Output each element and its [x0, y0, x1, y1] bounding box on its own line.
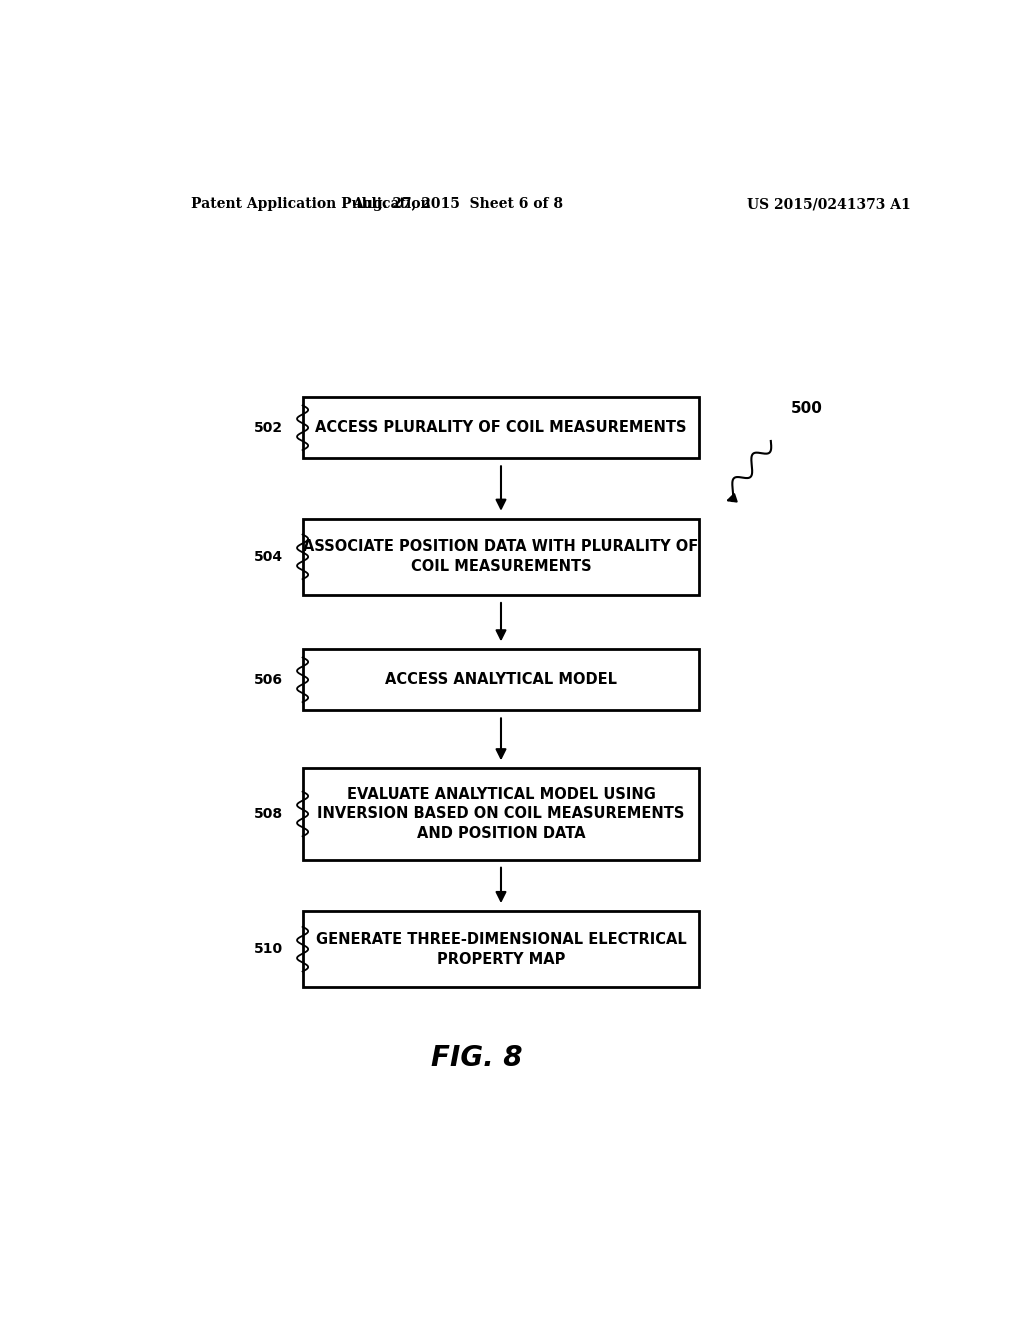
Text: EVALUATE ANALYTICAL MODEL USING
INVERSION BASED ON COIL MEASUREMENTS
AND POSITIO: EVALUATE ANALYTICAL MODEL USING INVERSIO… — [317, 787, 685, 841]
Text: 506: 506 — [254, 673, 283, 686]
Text: 504: 504 — [254, 550, 283, 564]
FancyBboxPatch shape — [303, 397, 699, 458]
Text: US 2015/0241373 A1: US 2015/0241373 A1 — [748, 197, 910, 211]
Text: 510: 510 — [254, 942, 283, 956]
Text: 502: 502 — [254, 421, 283, 434]
FancyBboxPatch shape — [303, 911, 699, 987]
FancyBboxPatch shape — [303, 768, 699, 859]
Text: FIG. 8: FIG. 8 — [431, 1044, 523, 1072]
Text: Aug. 27, 2015  Sheet 6 of 8: Aug. 27, 2015 Sheet 6 of 8 — [352, 197, 563, 211]
Text: 508: 508 — [254, 807, 283, 821]
Text: ASSOCIATE POSITION DATA WITH PLURALITY OF
COIL MEASUREMENTS: ASSOCIATE POSITION DATA WITH PLURALITY O… — [303, 540, 698, 574]
Text: GENERATE THREE-DIMENSIONAL ELECTRICAL
PROPERTY MAP: GENERATE THREE-DIMENSIONAL ELECTRICAL PR… — [315, 932, 686, 966]
FancyBboxPatch shape — [303, 649, 699, 710]
Text: ACCESS PLURALITY OF COIL MEASUREMENTS: ACCESS PLURALITY OF COIL MEASUREMENTS — [315, 420, 687, 436]
Text: 500: 500 — [791, 400, 822, 416]
Text: Patent Application Publication: Patent Application Publication — [191, 197, 431, 211]
Text: ACCESS ANALYTICAL MODEL: ACCESS ANALYTICAL MODEL — [385, 672, 617, 688]
FancyBboxPatch shape — [303, 519, 699, 595]
